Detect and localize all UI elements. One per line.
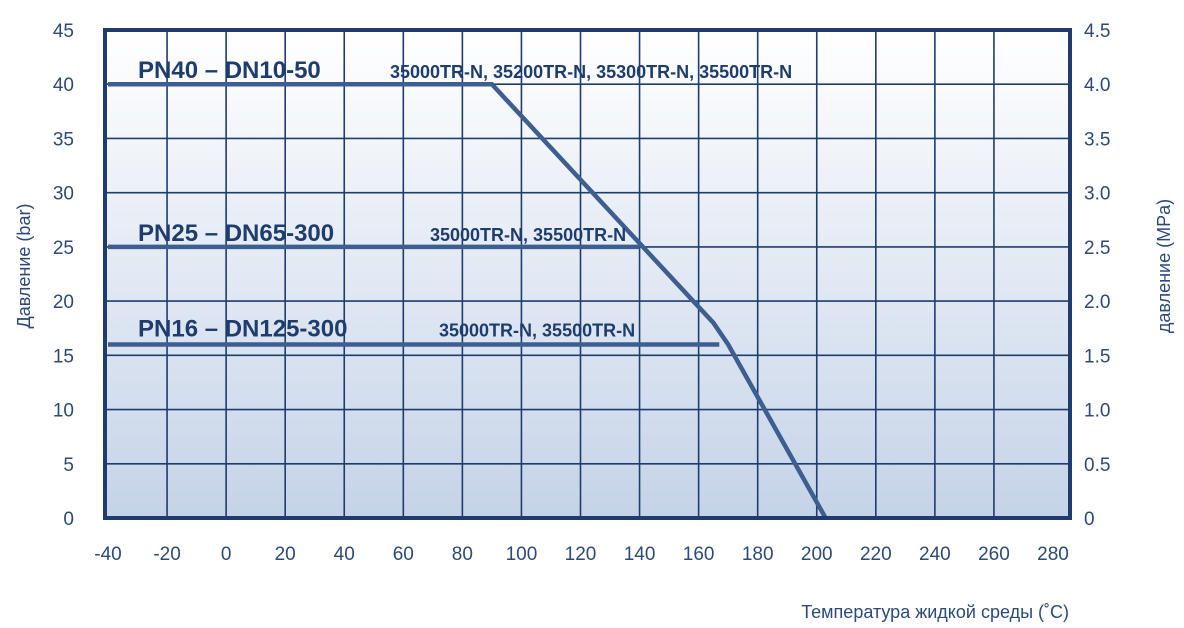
x-tick-label: 260 [978,544,1010,565]
grid [105,30,1070,518]
y-tick-label-right: 0.5 [1084,455,1110,476]
plot-area [105,30,1070,518]
series-models-label: 35000TR-N, 35500TR-N [439,320,635,340]
x-axis-title: Температура жидкой среды (˚C) [801,602,1069,622]
tick-labels: -40 -20 0 20 40 60 80 100 120 140 160 180 200 220 240 2… [53,21,1111,565]
y-tick-label-left: 30 [53,184,74,205]
y-tick-label-right: 1.5 [1084,346,1110,367]
series-labels: PN40 – DN10-50 35000TR-N, 35200TR-N, 3530… [138,57,792,342]
series-line [108,81,828,520]
x-tick-label: 0 [221,544,232,565]
y-tick-label-left: 35 [53,129,74,150]
y-tick-label-left: 0 [63,509,74,530]
x-tick-label: -40 [94,544,121,565]
series-models-label: 35000TR-N, 35500TR-N [430,225,626,245]
y-tick-label-right: 4.0 [1084,75,1110,96]
x-tick-label: 220 [860,544,892,565]
series-label: PN25 – DN65-300 [138,220,334,247]
y-tick-label-left: 15 [53,346,74,367]
y-tick-label-right: 0 [1084,509,1095,530]
series-lines [108,81,828,520]
y-tick-label-left: 5 [63,455,74,476]
y-tick-label-left: 20 [53,292,74,313]
y-axis-title-left: Давление (bar) [14,204,34,329]
y-tick-label-right: 1.0 [1084,401,1110,422]
x-tick-label: 60 [393,544,414,565]
x-tick-label: 120 [565,544,597,565]
x-tick-label: 160 [683,544,715,565]
x-tick-label: 20 [275,544,296,565]
x-tick-label: 200 [801,544,833,565]
x-tick-label: 40 [334,544,355,565]
x-tick-label: 240 [919,544,951,565]
y-tick-label-right: 2.0 [1084,292,1110,313]
x-tick-label: 180 [742,544,774,565]
y-tick-label-right: 4.5 [1084,21,1110,42]
x-tick-label: 100 [506,544,538,565]
y-tick-label-left: 45 [53,21,74,42]
y-tick-label-left: 25 [53,238,74,259]
series-label: PN16 – DN125-300 [138,315,347,342]
series-models-label: 35000TR-N, 35200TR-N, 35300TR-N, 35500TR… [390,62,792,82]
x-tick-label: 280 [1037,544,1069,565]
plot-border [103,28,1072,520]
y-tick-label-left: 10 [53,401,74,422]
y-tick-label-right: 3.5 [1084,129,1110,150]
y-tick-label-right: 2.5 [1084,238,1110,259]
x-tick-label: -20 [153,544,180,565]
x-tick-label: 80 [452,544,473,565]
series-label: PN40 – DN10-50 [138,57,321,84]
x-tick-label: 140 [624,544,656,565]
y-tick-label-left: 40 [53,75,74,96]
y-tick-label-right: 3.0 [1084,184,1110,205]
y-axis-title-right: давление (MPa) [1154,199,1174,333]
